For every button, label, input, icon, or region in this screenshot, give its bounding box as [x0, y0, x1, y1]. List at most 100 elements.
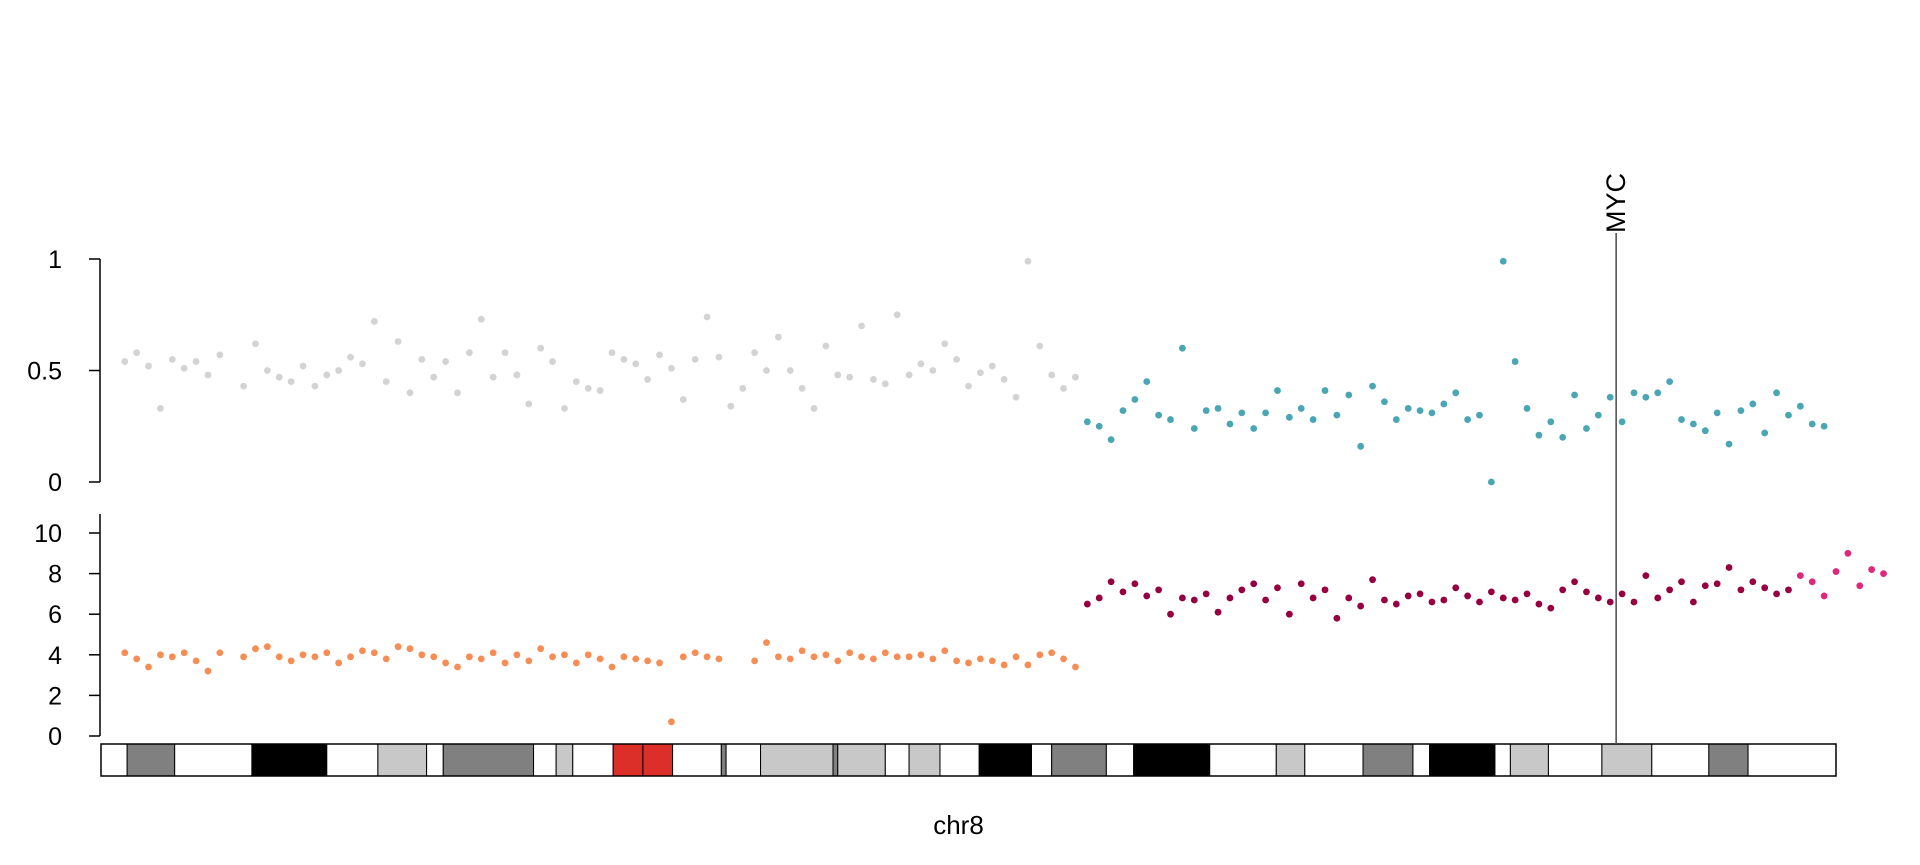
copy-number-point — [133, 655, 141, 663]
copy-number-point — [465, 653, 473, 661]
ideogram-band — [720, 743, 727, 777]
copy-number-tick-label: 0 — [48, 723, 62, 751]
copy-number-point — [1226, 594, 1234, 602]
copy-number-point — [917, 651, 925, 659]
copy-number-tick-label: 2 — [48, 682, 62, 710]
copy-number-point — [870, 655, 877, 663]
copy-number-point — [1381, 596, 1388, 604]
copy-number-point — [976, 655, 984, 663]
copy-number-point — [275, 653, 283, 661]
baf-point — [596, 387, 604, 394]
baf-point — [727, 402, 735, 410]
baf-point — [822, 342, 830, 350]
copy-number-points — [121, 549, 1887, 726]
baf-point — [204, 371, 212, 379]
baf-point — [1630, 389, 1638, 397]
ideogram-band — [1275, 743, 1306, 777]
copy-number-point — [1868, 566, 1876, 573]
baf-point — [1262, 409, 1269, 417]
baf-point — [406, 389, 414, 397]
copy-number-point — [1357, 602, 1365, 610]
copy-number-point — [430, 653, 438, 661]
baf-point — [1226, 420, 1234, 428]
baf-point — [1309, 416, 1317, 423]
copy-number-point — [263, 643, 271, 651]
baf-point — [1333, 411, 1341, 419]
ideogram-band — [1547, 743, 1603, 777]
baf-point — [644, 376, 652, 383]
baf-point — [121, 358, 129, 365]
copy-number-point — [1761, 584, 1769, 592]
baf-point — [335, 367, 343, 374]
ideogram-band — [837, 743, 886, 777]
copy-number-point — [1036, 651, 1044, 659]
copy-number-point — [1452, 584, 1460, 592]
copy-number-point — [584, 651, 592, 659]
baf-point — [1808, 420, 1816, 428]
baf-point — [1773, 389, 1780, 397]
baf-point — [739, 384, 747, 392]
copy-number-point — [477, 655, 485, 663]
copy-number-point — [1844, 549, 1852, 557]
copy-number-point — [1487, 588, 1495, 596]
baf-point — [359, 360, 366, 368]
copy-number-point — [252, 645, 259, 653]
ideogram-band — [555, 743, 574, 777]
copy-number-point — [1274, 584, 1281, 592]
copy-number-point — [1476, 598, 1483, 606]
baf-point — [454, 389, 461, 397]
ideogram-band — [377, 743, 428, 777]
copy-number-point — [1701, 582, 1709, 590]
copy-number-point — [1464, 592, 1472, 600]
copy-number-point — [347, 653, 354, 661]
baf-point — [299, 362, 307, 370]
baf-point — [751, 349, 758, 357]
copy-number-point — [1250, 580, 1258, 588]
baf-point — [311, 382, 319, 390]
copy-number-point — [715, 655, 723, 663]
copy-number-point — [382, 655, 390, 663]
baf-point — [703, 313, 711, 321]
baf-point — [216, 351, 224, 359]
ideogram-band — [612, 743, 644, 777]
ideogram-band — [326, 743, 379, 777]
copy-number-point — [1749, 578, 1757, 586]
copy-number-tick-label: 6 — [48, 601, 62, 629]
baf-point — [1000, 376, 1008, 383]
ideogram-band — [251, 743, 328, 777]
copy-number-point — [1428, 598, 1436, 606]
baf-point — [1369, 382, 1376, 390]
copy-number-point — [1808, 578, 1816, 586]
ideogram-band — [1747, 743, 1837, 777]
copy-number-point — [454, 663, 461, 671]
copy-number-point — [1630, 598, 1638, 606]
baf-point — [929, 367, 937, 374]
baf-point — [917, 360, 925, 368]
copy-number-point — [537, 645, 545, 653]
baf-point — [679, 396, 687, 403]
copy-number-point — [1214, 608, 1222, 616]
copy-number-point — [1345, 594, 1353, 602]
copy-number-point — [1404, 592, 1412, 600]
ideogram-band — [1412, 743, 1431, 777]
ideogram-outline — [100, 743, 1837, 777]
baf-point — [572, 378, 580, 386]
baf-point — [1440, 400, 1448, 408]
baf-panel: 00.51 — [27, 246, 1828, 497]
baf-point — [252, 340, 259, 348]
copy-number-point — [561, 651, 568, 659]
copy-number-point — [168, 653, 176, 661]
ideogram-band — [939, 743, 980, 777]
copy-number-point — [858, 653, 865, 661]
baf-point — [418, 355, 426, 363]
baf-point — [180, 364, 188, 372]
ideogram-band — [126, 743, 176, 777]
baf-point — [941, 340, 949, 348]
baf-point — [1785, 411, 1792, 419]
copy-number-point — [893, 653, 901, 661]
x-axis-label: chr8 — [933, 810, 984, 840]
copy-number-point — [1440, 596, 1448, 604]
copy-number-point — [1785, 586, 1792, 594]
copy-number-point — [1285, 610, 1293, 618]
copy-number-point — [1773, 590, 1780, 598]
